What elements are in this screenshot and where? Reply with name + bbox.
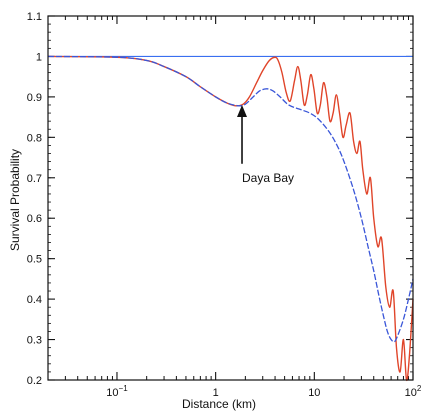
y-tick-label: 0.6	[27, 213, 42, 225]
x-tick-label: 10−1	[106, 384, 128, 399]
y-tick-label: 0.9	[27, 92, 42, 104]
series-red-line	[47, 55, 414, 381]
y-tick-label: 0.7	[27, 173, 42, 185]
y-tick-label: 1	[36, 51, 42, 63]
x-tick-label: 10	[308, 387, 320, 399]
x-tick-exponent: −1	[119, 384, 129, 393]
y-tick-label: 0.3	[27, 335, 42, 347]
x-tick-labels: 10−1 1 10 102	[106, 384, 422, 399]
annotation-arrow-head	[237, 104, 248, 117]
y-tick-label: 0.5	[27, 254, 42, 266]
x-tick-base: 1	[213, 387, 219, 399]
y-tick-label: 0.2	[27, 375, 42, 387]
x-tick-base: 10	[308, 387, 320, 399]
annotation-label: Daya Bay	[242, 171, 294, 185]
x-axis-label: Distance (km)	[182, 397, 256, 411]
x-tick-exponent: 2	[417, 384, 422, 393]
annotations: Daya Bay	[237, 104, 294, 185]
x-tick-label: 102	[405, 384, 422, 399]
y-tick-label: 1.1	[27, 11, 42, 23]
y-axis-label: Survival Probability	[8, 149, 22, 251]
x-tick-base: 10	[106, 387, 118, 399]
y-tick-labels: 0.2 0.3 0.4 0.5 0.6 0.7 0.8 0.9 1 1.1	[27, 11, 42, 387]
x-tick-label: 1	[213, 387, 219, 399]
plot-frame	[47, 15, 414, 381]
y-tick-label: 0.4	[27, 294, 42, 306]
series-blue-line	[47, 55, 414, 343]
y-tick-label: 0.8	[27, 132, 42, 144]
data-lines	[47, 55, 414, 381]
x-tick-base: 10	[405, 387, 417, 399]
